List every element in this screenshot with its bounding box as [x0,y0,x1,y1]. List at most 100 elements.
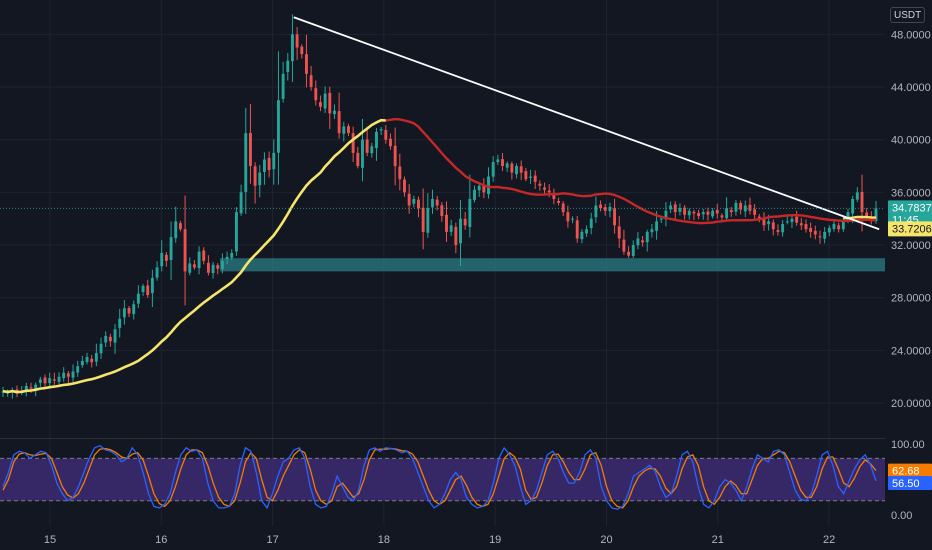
candle-body [594,205,598,218]
candle-body [529,176,532,178]
ma-value-badge-text: 33.7206 [892,223,932,235]
candle-body [482,184,486,193]
candle-body [603,207,607,211]
candle-body [510,163,514,173]
candle-body [66,373,70,377]
candle-body [580,231,584,240]
price-axis[interactable]: 48.0000 44.0000 40.0000 36.0000 32.0000 28.00… [891,29,931,522]
candle-body [734,202,738,212]
candle-body [617,226,621,239]
candle-body [846,212,850,221]
stoch-k-badge-bg [888,475,932,490]
candle-body [463,218,467,226]
candle-body [412,198,416,204]
candle-body [678,208,682,212]
candle-body [491,162,495,177]
candle-body [874,208,878,222]
candle-body [118,318,122,328]
candle-body [300,46,304,55]
candle-body [827,227,831,233]
candle-body [258,172,262,186]
candle-body [762,218,766,226]
support-zone [220,258,885,272]
candle-body [347,126,350,134]
candle-body [571,218,574,220]
candle-body [692,211,696,214]
candle-body [90,358,94,363]
candle-body [351,133,355,153]
candle-body [473,189,476,200]
time-axis-label: 19 [489,534,501,546]
candle-body [356,152,360,167]
support-zone-rect [220,258,885,272]
candle-body [697,212,701,217]
candle-body [225,256,229,260]
candle-body [267,157,271,170]
candle-body [262,159,266,172]
trendline[interactable] [0,16,885,231]
candle-body [664,210,668,220]
candle-body [314,88,318,101]
candle-body [71,371,75,378]
candle-body [804,224,808,230]
candle-body [29,387,33,389]
candle-body [743,205,747,212]
candle-body [417,199,420,209]
candle-body [309,75,313,88]
candle-body [379,129,383,131]
candle-body [790,218,794,223]
price-axis-label: 24.0000 [891,345,931,357]
candle-body [57,376,61,382]
currency-selector[interactable]: USDT [890,7,926,23]
candle-body [785,221,789,223]
candle-body [305,54,308,74]
candle-body [720,215,724,218]
candle-body [239,192,243,214]
candle-body [809,228,813,232]
candle-body [575,220,579,239]
candle-body [860,191,864,213]
candle-body [136,293,140,304]
candle-body [501,159,504,167]
candle-body [837,225,841,230]
candle-body [333,110,336,115]
candle-body [211,264,215,274]
candle-body [342,126,346,134]
candle-body [38,379,42,383]
candle-body [477,185,481,191]
candle-body [43,377,47,384]
candle-body [122,308,126,318]
candle-body [160,252,164,267]
price-axis-label: 32.0000 [891,240,931,252]
candle-body [435,199,439,206]
price-axis-label: 40.0000 [891,135,931,147]
candle-body [776,230,780,232]
time-axis[interactable]: 15 16 17 18 19 20 21 22 [44,534,835,546]
candle-body [244,133,248,192]
candle-body [365,139,369,153]
candle-body [132,304,136,315]
price-axis-label: 36.0000 [891,187,931,199]
candle-body [599,204,603,209]
candle-body [206,262,210,273]
candle-body [248,132,252,167]
candle-body [459,218,462,244]
price-axis-label: 20.0000 [891,398,931,410]
trendline-segment [293,16,880,231]
candle-body [468,198,472,227]
candle-body [706,211,710,215]
price-axis-label: 28.0000 [891,293,931,305]
candle-body [337,111,341,134]
stochastic-pane [0,444,885,510]
candle-body [547,190,551,193]
candle-body [34,384,38,390]
time-axis-label: 20 [600,534,612,546]
candle-body [753,209,757,215]
candle-body [725,208,729,219]
candle-body [636,238,640,246]
candle-body [650,229,654,233]
price-axis-label: 44.0000 [891,82,931,94]
candle-body [188,263,192,273]
candle-body [566,212,570,222]
